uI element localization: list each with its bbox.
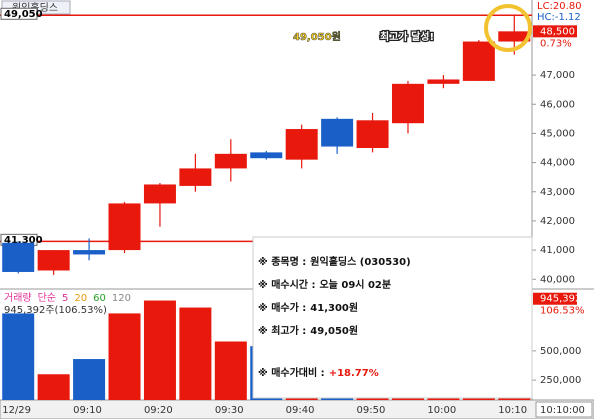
legend-item: 5	[62, 293, 68, 304]
candle-body	[2, 242, 35, 272]
y-tick-label: 43,000	[540, 187, 575, 198]
x-tick-label: 10:00	[427, 405, 456, 416]
candle-body	[214, 153, 247, 169]
current-volume-box	[533, 292, 577, 305]
candle-body	[498, 31, 531, 42]
info-box	[252, 236, 533, 399]
x-tick-label: 12/29	[2, 405, 31, 416]
volume-summary: 945,392주(106.53%)	[4, 305, 107, 316]
legend-item: 20	[74, 293, 87, 304]
x-tick-label: 09:10	[73, 405, 102, 416]
candle-body	[391, 83, 424, 124]
change-label: 0.73%	[540, 38, 572, 49]
y-tick-label: 45,000	[540, 128, 575, 139]
y-tick-label: 42,000	[540, 216, 575, 227]
time-label: 10:10:00	[540, 405, 585, 416]
current-volume-label: 945,392	[540, 294, 581, 305]
y-tick-label: 500,000	[540, 346, 581, 357]
y-tick-label: 46,000	[540, 99, 575, 110]
candle-body	[427, 79, 460, 84]
candle-body	[179, 168, 212, 186]
info-label: ※ 매수가 :	[258, 301, 306, 314]
highlight-circle	[484, 4, 532, 52]
y-tick-label: 44,000	[540, 158, 575, 169]
volume-bar	[214, 341, 247, 400]
volume-bar	[179, 307, 212, 400]
info-label: ※ 매수시간 :	[258, 278, 315, 291]
candle-body	[285, 129, 318, 160]
candle-body	[73, 250, 106, 255]
info-value: 41,300원	[310, 301, 358, 314]
x-tick-label: 09:20	[144, 405, 173, 416]
volume-bar	[143, 300, 176, 400]
info-label: ※ 매수가대비 :	[258, 366, 325, 379]
x-tick-label: 09:50	[357, 405, 386, 416]
lc-label: LC:20.80	[537, 1, 582, 12]
annotation-text: 최고가 달성!	[380, 30, 434, 43]
legend-item: 120	[112, 293, 131, 304]
candle-body	[143, 184, 176, 204]
volume-bar	[108, 313, 141, 400]
candle-body	[108, 203, 141, 251]
info-label: ※ 최고가 :	[258, 324, 306, 337]
x-tick-label: 09:40	[286, 405, 315, 416]
annotation-highlight: 49,050원	[293, 30, 341, 43]
volume-bar	[37, 374, 70, 400]
candle-body	[321, 118, 354, 147]
hc-label: HC:-1.12	[537, 12, 581, 23]
legend-item: 단순	[38, 292, 56, 304]
info-value: 원익홀딩스 (030530)	[310, 255, 410, 268]
info-value: 49,050원	[310, 324, 358, 337]
volume-bar	[73, 359, 106, 400]
time-label-box	[535, 401, 593, 418]
candle-body	[250, 152, 283, 159]
price-line-label-box	[0, 7, 38, 20]
current-price-box	[533, 25, 577, 38]
price-line-label: 49,050	[4, 9, 43, 20]
legend-item: 60	[93, 293, 106, 304]
x-tick-label: 09:30	[215, 405, 244, 416]
candle-body	[37, 250, 70, 271]
current-price-label: 48,500	[540, 26, 575, 37]
candle-body	[462, 41, 495, 81]
legend-item: 거래량	[4, 292, 32, 304]
volume-bar	[2, 313, 35, 400]
candle-body	[356, 120, 389, 148]
info-value: +18.77%	[329, 368, 379, 379]
x-tick-label: 10:10	[498, 405, 527, 416]
y-tick-label: 47,000	[540, 70, 575, 81]
volume-ratio: 106.53%	[540, 306, 585, 317]
y-tick-label: 250,000	[540, 375, 581, 386]
info-label: ※ 종목명 :	[258, 255, 306, 268]
y-tick-label: 41,000	[540, 245, 575, 256]
info-value: 오늘 09시 02분	[319, 279, 391, 291]
y-tick-label: 40,000	[540, 274, 575, 285]
price-line-label: 41,300	[4, 235, 43, 246]
